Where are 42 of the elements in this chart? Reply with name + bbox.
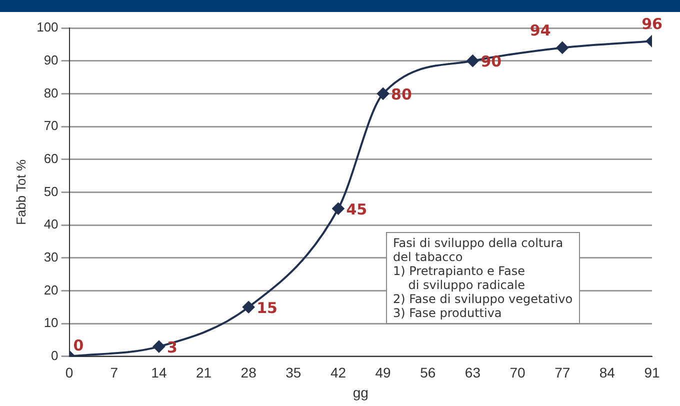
x-tick-label: 28 [240,364,257,381]
x-tick-label: 63 [464,364,481,381]
y-tick-label: 70 [44,118,58,134]
point [466,54,479,67]
y-tick-label: 60 [44,150,58,166]
point [152,340,165,353]
y-tick-label: 40 [44,216,58,232]
data-label: 15 [256,299,278,318]
data-label: 94 [530,22,551,40]
x-tick-label: 14 [151,364,167,381]
x-tick-label: 0 [65,364,74,381]
y-tick-label: 90 [44,52,58,68]
data-label: 45 [346,200,368,219]
x-tick-label: 56 [420,364,436,381]
x-tick-label: 77 [554,364,570,381]
data-label: 0 [73,336,84,354]
x-tick-label: 21 [196,364,212,381]
x-tick-label: 49 [375,364,392,381]
annotation: Fasi di sviluppo della coltura del tabacco 1) Pretrapianto e Fase di sviluppo radicale 2) Fase di sviluppo vegetativo 3) Fase produttiva [386,232,580,324]
x-axis-title: gg [352,384,368,400]
point [332,202,344,215]
y-tick-label: 100 [36,20,58,35]
point [556,42,568,54]
y-tick-label: 80 [44,85,58,100]
data-label: 96 [642,15,662,34]
data-label: 3 [166,338,178,356]
y-tick-label: 10 [44,315,58,330]
y-tick-label: 30 [44,249,58,264]
data-label: 90 [480,52,502,71]
point [377,88,390,100]
x-tick-label: 7 [110,364,118,381]
y-tick-label: 0 [51,348,58,363]
x-tick-label: 70 [510,364,526,381]
x-tick-label: 84 [599,364,616,381]
y-axis-title: Fabb Tot % [13,159,28,225]
y-tick-label: 20 [44,282,58,298]
x-tick-label: 91 [644,364,660,381]
data-label: 80 [391,86,412,104]
x-tick-label: 42 [330,364,346,381]
point [242,301,255,314]
y-tick-label: 50 [44,184,58,199]
x-tick-label: 35 [286,364,302,381]
